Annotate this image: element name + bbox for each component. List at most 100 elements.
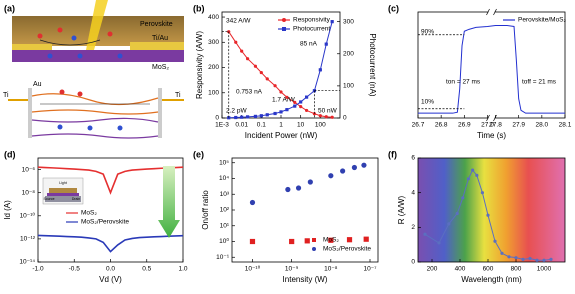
marker: [253, 114, 258, 118]
marker: [328, 237, 334, 243]
mos2-layer: [12, 50, 184, 62]
marker: [447, 222, 451, 226]
y-axis-label: On/off ratio: [201, 190, 210, 230]
x-tick-label: 28.0: [536, 122, 549, 129]
marker: [535, 258, 539, 262]
inset-label: Source: [43, 197, 54, 201]
y-tick-label: 10⁻¹²: [20, 236, 36, 243]
marker: [363, 236, 369, 242]
y2-axis-label: Photocurrent (nA): [368, 33, 377, 96]
panel-label: (d): [4, 149, 16, 159]
y-tick-label: 10⁻¹⁰: [20, 211, 36, 219]
marker: [455, 211, 459, 216]
x-tick-label: 0.0: [106, 266, 115, 273]
y2-tick-label: 0: [343, 115, 347, 122]
x-tick-label: 400: [455, 266, 466, 273]
y-tick-label: 2: [411, 224, 415, 231]
marker: [273, 84, 277, 88]
marker: [249, 238, 256, 245]
x-tick-label: 1E-3: [215, 122, 229, 129]
y-tick-label: 10¹: [220, 222, 230, 229]
legend-label: Perovskite/MoS₂: [518, 17, 567, 24]
marker: [340, 168, 346, 174]
marker: [324, 42, 328, 46]
axis-break: [493, 8, 497, 16]
marker: [312, 112, 317, 116]
axis-break: [486, 114, 490, 122]
x-tick-label: 1.0: [178, 266, 187, 273]
annotation: 85 nA: [300, 41, 318, 48]
plot-frame: [417, 157, 566, 263]
series-line: [37, 234, 184, 253]
marker: [253, 64, 258, 68]
marker: [234, 115, 238, 120]
band-diagram: [8, 88, 184, 139]
x-tick-label: 10: [297, 122, 305, 129]
label: MoS₂: [152, 64, 169, 71]
y-tick-label: 400: [208, 14, 219, 21]
marker: [461, 196, 465, 200]
x-tick-label: 200: [427, 266, 438, 273]
x-tick-label: 10⁻⁷: [363, 266, 377, 273]
marker: [307, 179, 313, 185]
marker: [227, 116, 231, 120]
label: Ti/Au: [152, 35, 168, 42]
label: Ti: [3, 92, 9, 99]
marker: [351, 164, 358, 171]
marker: [265, 113, 269, 117]
marker: [265, 77, 269, 81]
marker: [528, 256, 532, 261]
marker: [293, 104, 297, 108]
x-tick-label: 26.9: [458, 122, 471, 129]
marker: [500, 251, 504, 255]
inset: [49, 188, 77, 193]
y-tick-label: 4: [411, 189, 415, 196]
annotation: 2.2 pW: [226, 108, 247, 115]
marker: [289, 238, 295, 245]
x-axis-label: Incident Power (nW): [245, 131, 318, 140]
trend-arrow: [158, 166, 180, 238]
marker: [245, 57, 250, 61]
y-tick-label: 10²: [220, 207, 230, 214]
y-tick-label: 10⁻⁸: [22, 189, 36, 196]
inset-label: Drain: [72, 197, 80, 201]
marker: [285, 108, 289, 112]
marker: [330, 115, 334, 119]
y-tick-label: 10⁵: [219, 159, 229, 166]
carriers: [37, 27, 123, 59]
panel-a: (a) Perovskite Ti/Au MoS₂: [3, 0, 184, 139]
y-tick-label: 0: [411, 259, 415, 266]
electrode: [12, 44, 52, 50]
y-axis-label: Id (A): [3, 200, 12, 220]
legend-label: MoS₂: [81, 210, 97, 217]
marker: [234, 40, 238, 44]
marker: [318, 68, 322, 72]
marker: [318, 114, 322, 118]
annotation: 0.753 nA: [236, 89, 263, 96]
annotation: 10%: [421, 99, 434, 106]
annotation: 342 A/W: [226, 18, 251, 25]
marker: [249, 199, 256, 206]
marker: [299, 100, 303, 104]
marker: [295, 185, 302, 191]
marker: [240, 115, 244, 119]
inset-label: Light: [59, 181, 67, 185]
y-axis-label: Responsivity (A/W): [195, 31, 204, 99]
axis-break: [493, 114, 497, 122]
y2-tick-label: 100: [343, 83, 354, 90]
x-tick-label: 26.7: [412, 122, 425, 129]
y2-tick-label: 200: [343, 50, 354, 57]
marker: [549, 257, 553, 261]
marker: [423, 232, 427, 236]
annotation: ton = 27 ms: [446, 79, 481, 86]
x-tick-label: -1.0: [32, 266, 44, 273]
y-tick-label: 300: [208, 39, 219, 46]
y-tick-label: 10⁻¹⁴: [19, 259, 35, 266]
panel-label: (f): [388, 149, 397, 159]
legend-label: MoS₂: [323, 237, 339, 244]
panel-label: (a): [4, 3, 15, 13]
annotation: 1.7 A/W: [272, 97, 296, 104]
marker: [304, 238, 310, 244]
flow-arrow: [39, 39, 101, 46]
panel-label: (e): [193, 149, 204, 159]
